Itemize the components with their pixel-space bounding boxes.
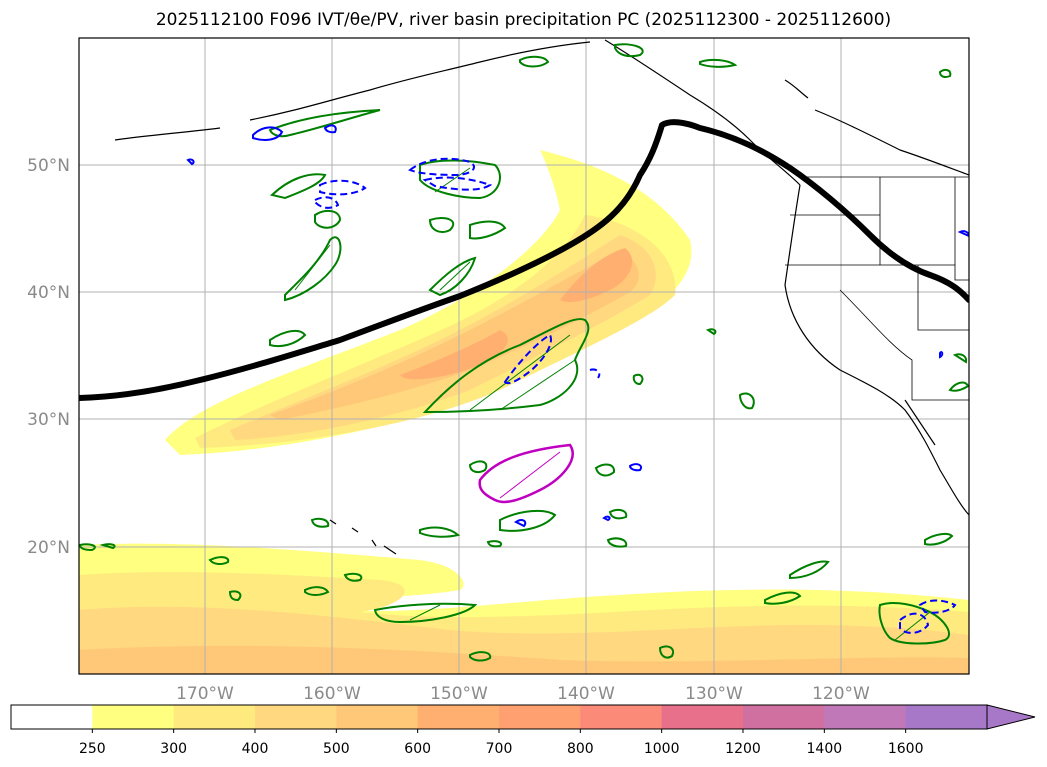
latitude-labels: 50°N 40°N 30°N 20°N — [27, 156, 70, 558]
colorbar-label: 400 — [242, 741, 269, 757]
lat-label: 40°N — [27, 283, 70, 303]
lat-label: 30°N — [27, 410, 70, 430]
blue-contours — [186, 124, 969, 528]
lat-label: 20°N — [27, 538, 70, 558]
magenta-contour — [478, 443, 574, 504]
political-borders — [785, 176, 969, 401]
colorbar-cell — [255, 705, 337, 729]
coastlines — [114, 39, 969, 555]
lon-label: 120°W — [812, 684, 870, 704]
colorbar-label: 1400 — [807, 741, 843, 757]
colorbar-cell — [11, 705, 93, 729]
colorbar-cell — [417, 705, 500, 729]
colorbar-label: 250 — [79, 741, 106, 757]
lon-label: 130°W — [685, 684, 743, 704]
map-title: 2025112100 F096 IVT/θe/PV, river basin p… — [155, 10, 892, 30]
colorbar-label: 300 — [160, 741, 187, 757]
green-contours — [79, 43, 969, 662]
colorbar-label: 700 — [486, 741, 513, 757]
colorbar-cell — [824, 705, 907, 729]
colorbar-cell — [661, 705, 744, 729]
colorbar-cell — [336, 705, 419, 729]
longitude-labels: 170°W 160°W 150°W 140°W 130°W 120°W — [176, 684, 870, 704]
theta-e-contour-line — [79, 119, 969, 401]
colorbar-label: 600 — [404, 741, 431, 757]
blue-negative-contours — [314, 157, 957, 634]
lon-label: 150°W — [430, 684, 488, 704]
lon-label: 140°W — [557, 684, 615, 704]
lon-label: 160°W — [303, 684, 361, 704]
colorbar-cell — [173, 705, 256, 729]
colorbar: 250 300 400 500 600 700 800 1000 1200 1400 1600 — [10, 704, 1036, 757]
colorbar-label: 800 — [567, 741, 594, 757]
map-frame — [78, 37, 970, 675]
colorbar-label: 500 — [323, 741, 350, 757]
lon-label: 170°W — [176, 684, 234, 704]
colorbar-label: 1600 — [888, 741, 924, 757]
colorbar-label: 1200 — [725, 741, 761, 757]
colorbar-cell — [905, 705, 988, 729]
map-area — [79, 38, 969, 674]
lat-label: 50°N — [27, 156, 70, 176]
colorbar-cell — [92, 705, 175, 729]
colorbar-cell — [580, 705, 663, 729]
colorbar-extend-arrow — [986, 704, 1036, 730]
ivt-shading-south — [79, 543, 969, 674]
colorbar-label: 1000 — [644, 741, 680, 757]
gridlines — [79, 38, 969, 674]
colorbar-cell — [743, 705, 825, 729]
colorbar-cell — [499, 705, 581, 729]
